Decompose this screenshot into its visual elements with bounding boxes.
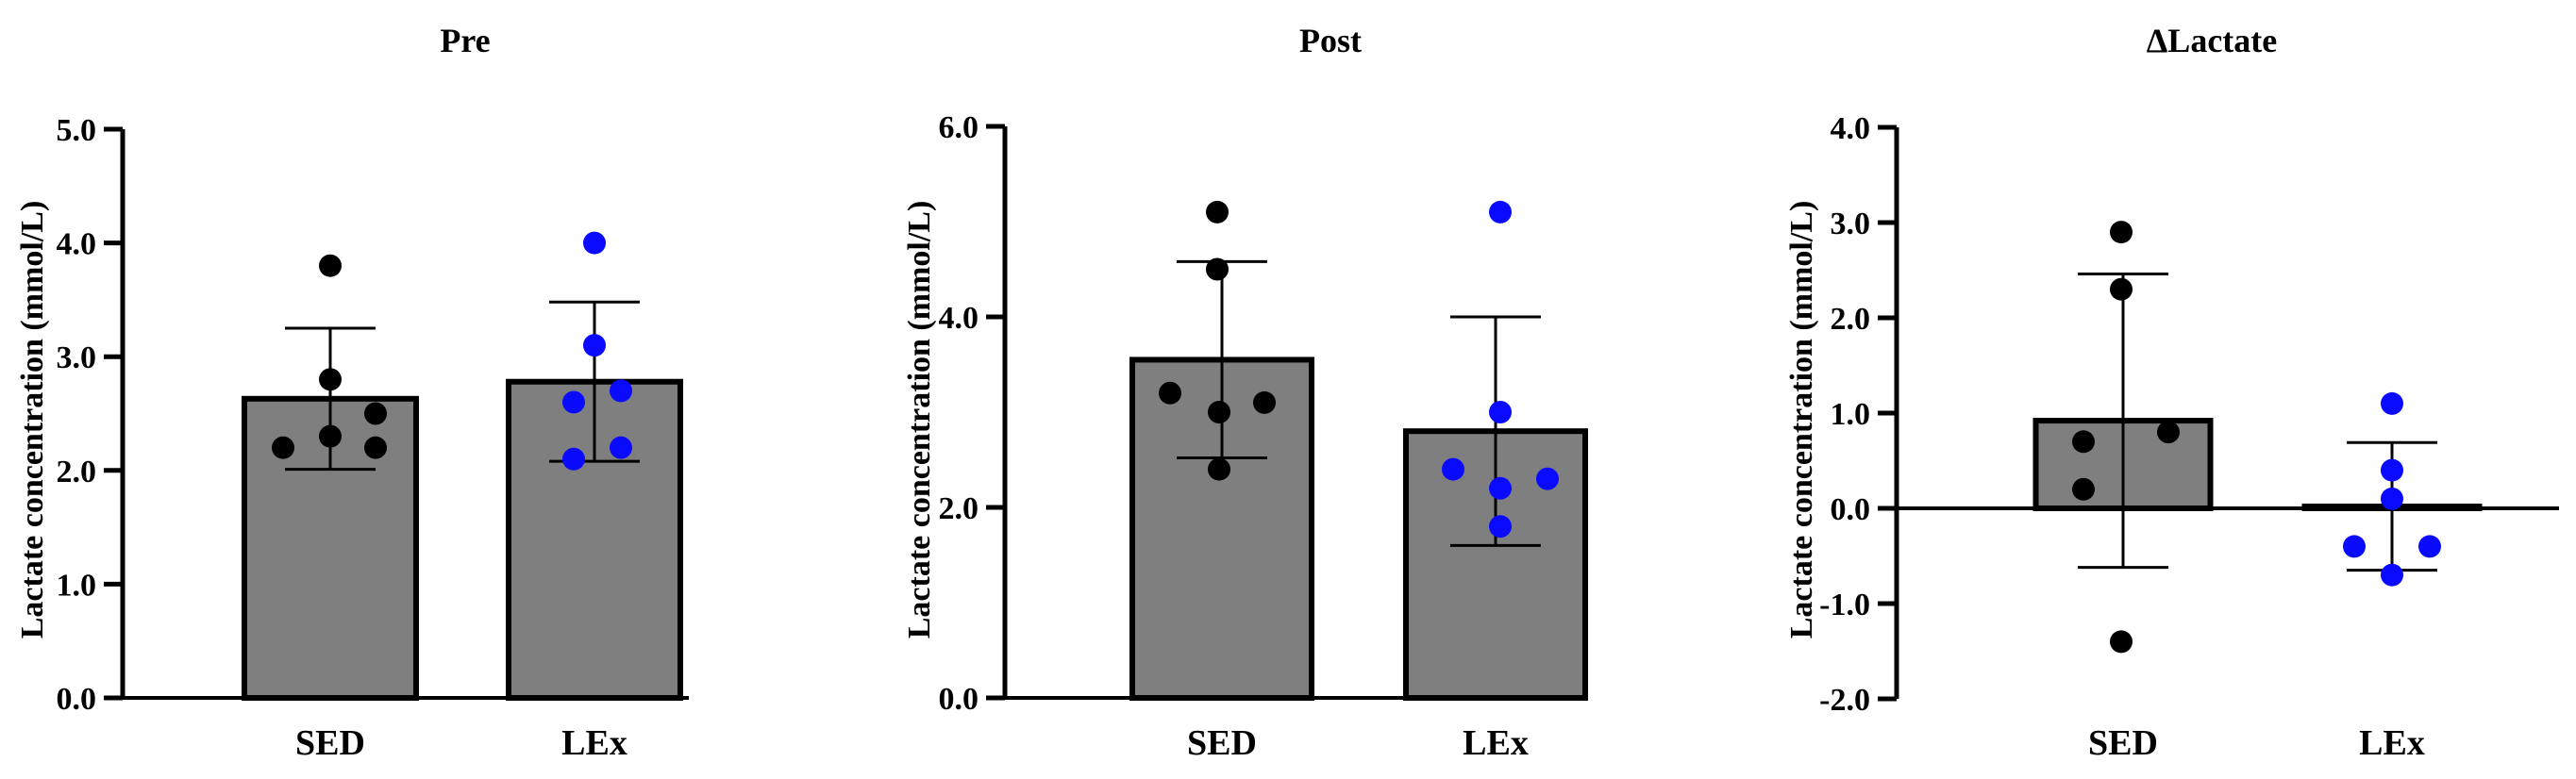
data-point-sed — [2110, 277, 2133, 301]
y-tick-label: 2.0 — [939, 491, 979, 526]
x-tick-label: SED — [2088, 723, 2158, 763]
data-point-sed — [2072, 477, 2095, 501]
data-point-lex — [610, 436, 632, 459]
data-point-lex — [562, 447, 585, 471]
data-point-lex — [1489, 476, 1512, 500]
y-tick-label: 1.0 — [1831, 397, 1871, 432]
panel-delta-lactate: ΔLactate Lactate concentration (mmol/L) … — [1784, 22, 2559, 763]
data-point-lex — [2418, 535, 2441, 558]
data-point-lex — [2381, 458, 2403, 482]
data-point-lex — [1536, 467, 1559, 490]
data-point-sed — [1206, 257, 1229, 281]
y-tick-label: 4.0 — [1831, 111, 1871, 146]
panel-title: ΔLactate — [2147, 22, 2278, 59]
data-point-sed — [319, 254, 342, 277]
data-point-lex — [1489, 515, 1512, 539]
data-point-sed — [319, 368, 342, 391]
data-point-sed — [1208, 457, 1230, 481]
data-point-sed — [1159, 381, 1181, 405]
data-point-sed — [364, 436, 387, 459]
x-tick-label: LEx — [2359, 723, 2425, 763]
y-tick-label: -1.0 — [1819, 588, 1870, 622]
data-point-lex — [1442, 457, 1464, 481]
y-axis-label: Lactate concentration (mmol/L) — [902, 201, 937, 639]
data-point-sed — [2072, 430, 2095, 454]
data-point-lex — [1489, 401, 1512, 423]
panel-post: Post Lactate concentration (mmol/L) 0.0 2… — [902, 22, 1588, 763]
y-tick-label: 3.0 — [1831, 207, 1871, 241]
data-point-sed — [1208, 401, 1230, 423]
y-tick-label: 0.0 — [57, 682, 97, 717]
panel-title: Post — [1299, 22, 1362, 59]
data-point-lex — [562, 390, 585, 414]
y-tick-label: 2.0 — [1831, 302, 1871, 337]
y-tick-label: 4.0 — [57, 227, 97, 262]
data-point-sed — [364, 402, 387, 425]
y-tick-label: -2.0 — [1819, 683, 1870, 718]
panel-title: Pre — [440, 22, 490, 59]
x-tick-label: LEx — [561, 723, 627, 763]
data-point-sed — [272, 436, 294, 459]
x-tick-label: LEx — [1463, 723, 1529, 763]
data-point-sed — [2110, 630, 2133, 654]
data-point-lex — [610, 379, 632, 403]
data-point-sed — [1253, 390, 1276, 414]
data-point-lex — [2381, 563, 2403, 587]
y-tick-label: 4.0 — [939, 301, 979, 336]
x-tick-label: SED — [1187, 723, 1257, 763]
panel-pre: Pre Lactate concentration (mmol/L) 0.0 1.… — [15, 22, 689, 763]
data-point-sed — [1206, 200, 1229, 224]
data-point-lex — [1489, 200, 1512, 224]
data-point-lex — [2381, 391, 2403, 415]
y-tick-label: 0.0 — [939, 682, 979, 717]
y-axis-label: Lactate concentration (mmol/L) — [15, 201, 50, 639]
data-point-sed — [2157, 421, 2180, 444]
data-point-sed — [319, 424, 342, 448]
data-point-sed — [2110, 221, 2133, 244]
y-tick-label: 2.0 — [57, 455, 97, 489]
y-tick-label: 0.0 — [1831, 492, 1871, 527]
data-point-lex — [583, 231, 606, 255]
y-tick-label: 3.0 — [57, 340, 97, 375]
x-tick-label: SED — [295, 723, 365, 763]
y-tick-label: 6.0 — [939, 110, 979, 145]
y-tick-label: 1.0 — [57, 568, 97, 603]
data-point-lex — [2343, 535, 2366, 558]
data-point-lex — [583, 334, 606, 357]
y-tick-label: 5.0 — [57, 113, 97, 148]
y-axis-label: Lactate concentration (mmol/L) — [1784, 201, 1819, 639]
data-point-lex — [2381, 487, 2403, 510]
